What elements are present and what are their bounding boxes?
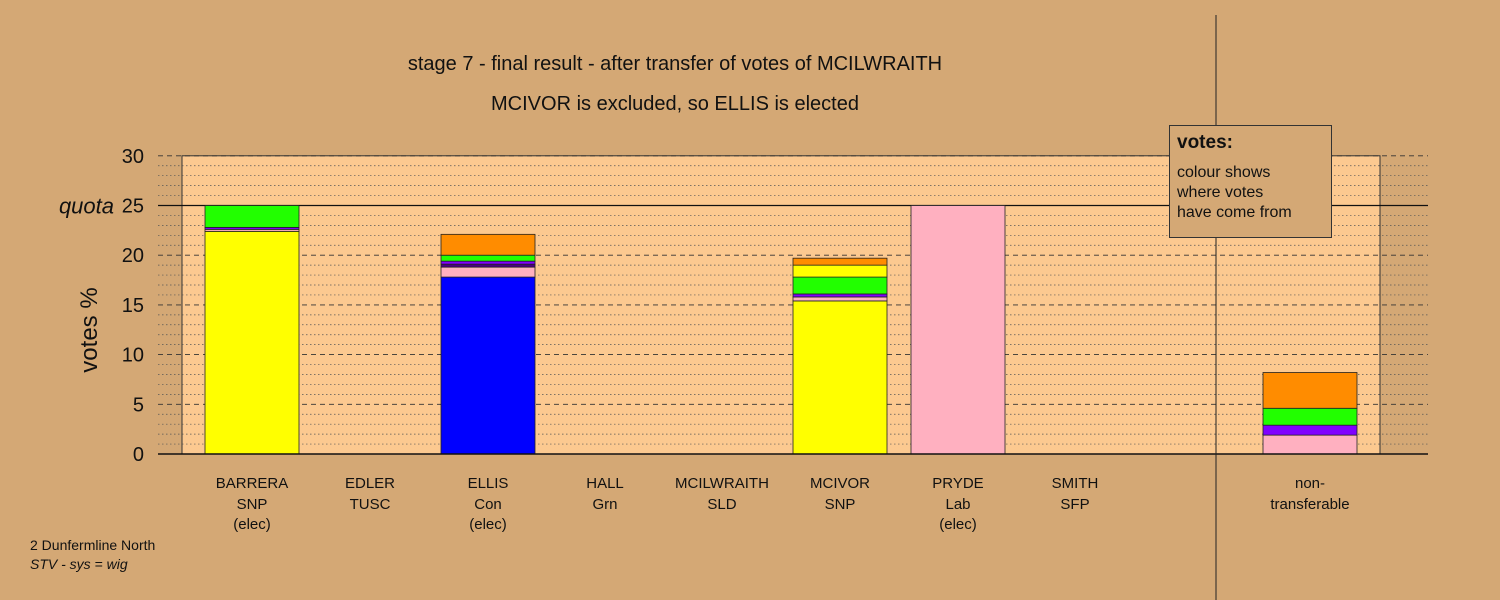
- candidate-label-line: (elec): [939, 516, 977, 533]
- candidate-label-hall: HALL Grn: [535, 474, 675, 515]
- candidate-label-line: BARRERA: [215, 475, 289, 492]
- bar-barrera: [204, 205, 300, 455]
- candidate-label-line: SNP: [824, 495, 856, 513]
- bar-segment: [1262, 434, 1358, 455]
- candidate-label-line: Lab: [945, 495, 971, 513]
- bar-segment: [440, 276, 536, 455]
- ward-name: 2 Dunfermline North: [30, 537, 156, 553]
- bar-ellis: [440, 233, 536, 455]
- bar-segment: [440, 260, 536, 265]
- quota-label: quota: [59, 194, 114, 219]
- candidate-label-line: transferable: [1270, 495, 1350, 513]
- candidate-label-line: SMITH: [1051, 475, 1099, 492]
- candidate-label-line: Grn: [592, 495, 618, 513]
- y-tick-label: 0: [133, 444, 144, 466]
- candidate-label-barrera: BARRERA SNP (elec): [182, 474, 322, 536]
- candidate-label-edler: EDLER TUSC: [300, 474, 440, 515]
- candidate-label-line: SLD: [707, 495, 737, 513]
- candidate-label-smith: SMITH SFP: [1005, 474, 1145, 515]
- y-tick-label: 20: [122, 245, 144, 267]
- candidate-label-line: Con: [474, 495, 502, 513]
- candidate-label-line: (elec): [469, 516, 507, 533]
- bar-segment: [1262, 424, 1358, 436]
- bar-segment: [440, 263, 536, 268]
- candidate-label-line: MCIVOR: [810, 475, 870, 492]
- bar-segment: [792, 300, 888, 455]
- bar-segment: [792, 276, 888, 295]
- voting-system: STV - sys = wig: [30, 556, 128, 572]
- candidate-label-line: EDLER: [344, 475, 396, 492]
- candidate-label-ellis: ELLIS Con (elec): [418, 474, 558, 536]
- bar-segment: [910, 205, 1006, 455]
- bar-segment: [792, 293, 888, 298]
- y-tick-label: 25: [122, 196, 144, 218]
- bar-segment: [1262, 372, 1358, 409]
- chart-title: stage 7 - final result - after transfer …: [407, 53, 943, 75]
- chart-subtitle: MCIVOR is excluded, so ELLIS is elected: [491, 93, 859, 115]
- bar-mcivor: [792, 257, 888, 455]
- bar-segment: [792, 296, 888, 302]
- bar-segment: [792, 257, 888, 266]
- y-tick-label: 30: [122, 146, 144, 168]
- bar-segment: [440, 266, 536, 278]
- bar-segment: [204, 230, 300, 455]
- non-transferable-label: non-transferable: [1240, 474, 1380, 515]
- bar-segment: [440, 233, 536, 256]
- candidate-label-line: SFP: [1060, 495, 1090, 513]
- candidate-label-line: PRYDE: [932, 475, 984, 492]
- legend-line: have come from: [1177, 204, 1292, 221]
- y-tick-label: 10: [122, 345, 144, 367]
- bar-segment: [440, 254, 536, 262]
- bar-segment: [204, 205, 300, 228]
- y-axis-label: votes %: [76, 287, 103, 373]
- candidate-label-line: SNP: [236, 495, 268, 513]
- candidate-label-line: HALL: [586, 475, 624, 492]
- y-tick-label: 5: [133, 394, 144, 416]
- bar-segment: [1262, 407, 1358, 426]
- candidate-label-line: MCILWRAITH: [675, 475, 769, 492]
- bar-non-transferable: [1262, 372, 1358, 455]
- candidate-label-mcivor: MCIVOR SNP: [770, 474, 910, 515]
- candidate-label-line: (elec): [233, 516, 271, 533]
- legend-title: votes:: [1177, 132, 1233, 153]
- bar-pryde: [910, 205, 1006, 455]
- candidate-label-pryde: PRYDE Lab (elec): [888, 474, 1028, 536]
- candidate-label-line: non-: [1294, 475, 1326, 492]
- legend-line: where votes: [1177, 184, 1264, 201]
- candidate-label-line: TUSC: [349, 495, 391, 513]
- legend-line: colour shows: [1177, 164, 1271, 181]
- candidate-label-line: ELLIS: [467, 475, 509, 492]
- bar-segment: [792, 264, 888, 278]
- y-tick-label: 15: [122, 295, 144, 317]
- legend: votes: colour shows where votes have com…: [1169, 125, 1332, 238]
- candidate-label-mcilwraith: MCILWRAITH SLD: [652, 474, 792, 515]
